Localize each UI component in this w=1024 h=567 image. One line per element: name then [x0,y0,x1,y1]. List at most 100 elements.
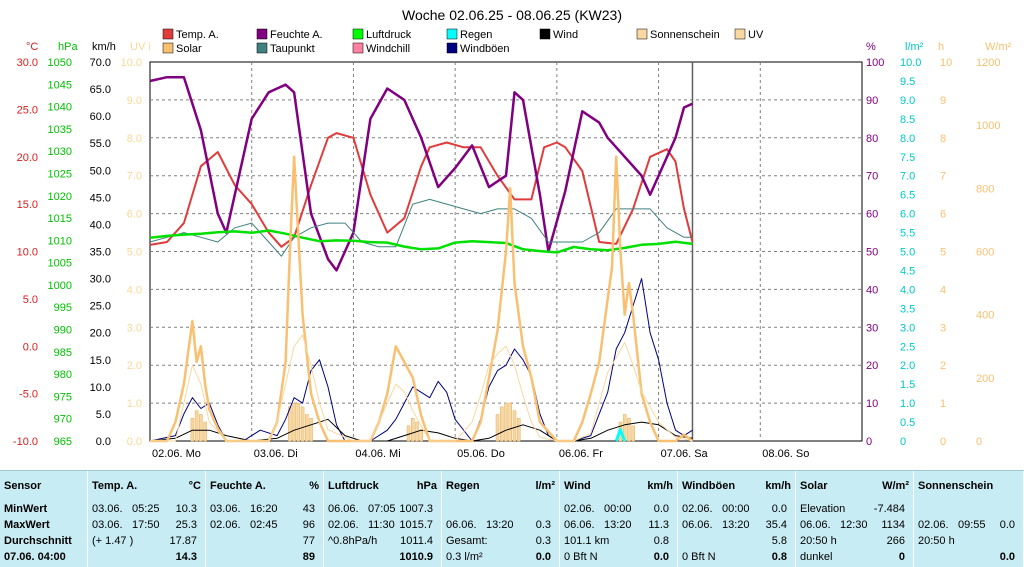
stats-panel: Sensor MinWert MaxWert Durchschnitt 07.06. 0… [0,470,1024,567]
axis-tick-temp: 25.0 [17,104,38,116]
axis-tick-wm2: 1000 [976,120,1000,132]
series-line [149,132,694,248]
axis-tick-pct: 90 [866,95,878,107]
axis-tick-pct: 100 [866,57,884,69]
axis-unit-temp: °C [26,41,38,53]
stats-column: Sensor MinWert MaxWert Durchschnitt 07.06. 0… [0,471,88,567]
stats-header: Feuchte A.% [210,471,319,501]
series-line [149,198,693,257]
stats-cell-value: 0.0 [653,551,669,563]
axis-tick-kmh: 70.0 [90,57,111,69]
stats-unit: l/m² [535,480,555,492]
stats-title: Temp. A. [92,480,138,492]
stats-row: 06.06. 13:20 0.3 [446,517,555,533]
stats-row: 02.06. 00:00 0.0 [682,501,791,517]
axis-tick-kmh: 15.0 [90,355,111,367]
stats-header: Temp. A. °C [92,471,201,501]
axis-tick-rain: 6.5 [900,190,915,202]
axis-tick-pct: 70 [866,171,878,183]
axis-tick-rain: 7.0 [900,171,915,183]
stats-cell-label: MaxWert [4,519,50,531]
x-tick-label: 03.06. Di [254,448,298,460]
axis-tick-h: 7 [940,171,946,183]
stats-title: Luftdruck [328,480,379,492]
axis-tick-kmh: 5.0 [96,409,111,421]
sunshine-bar [300,406,305,442]
axis-tick-rain: 0 [900,436,906,448]
sunshine-bar [288,406,292,442]
stats-cell-time: 13:20 [722,519,750,531]
stats-unit: % [309,480,319,492]
stats-column: Feuchte A.% 03.06. 16:20 43 02.06. 02:45 96 77 8… [206,471,324,567]
stats-cell-time: 12:30 [840,519,868,531]
axis-tick-temp: 30.0 [17,57,38,69]
stats-title: Wind [564,480,591,492]
stats-cell-value: 14.3 [175,551,197,563]
axis-tick-kmh: 30.0 [90,274,111,286]
stats-cell-value: 1007.3 [399,503,433,515]
x-tick-label: 07.06. Sa [661,448,709,460]
stats-row: 14.3 [92,549,201,565]
stats-cell-value: 10.3 [175,503,197,515]
sunshine-bar [292,402,296,442]
stats-cell-time: 11:30 [368,519,395,531]
stats-column: Windböen km/h 02.06. 00:00 0.0 06.06. 13:20 35.… [678,471,796,567]
stats-cell-value: 0.3 [535,519,551,531]
axis-tick-uv: 3.0 [127,322,142,334]
axis-tick-uv: 7.0 [127,171,142,183]
stats-cell-label: 101.1 km [564,535,610,547]
stats-row: 20:50 h [918,533,1019,549]
series-line [149,75,694,272]
stats-cell-label: 0 Bft N [564,551,598,563]
stats-cell-time: 00:00 [604,503,632,515]
axis-tick-rain: 8.0 [900,133,915,145]
stats-title: Feuchte A. [210,480,266,492]
axis-tick-uv: 4.0 [127,284,142,296]
axis-tick-uv: 6.0 [127,209,142,221]
axis-tick-pct: 60 [866,209,878,221]
legend-label: Wind [553,29,578,41]
stats-cell-time: 07:05 [368,503,396,515]
stats-cell-time: 00:00 [722,503,750,515]
sunshine-bar [190,418,195,442]
stats-title: Sensor [4,480,42,492]
stats-cell-value: 0.8 [653,535,669,547]
axis-tick-uv: 0.0 [127,436,142,448]
sunshine-bar [199,414,203,442]
axis-tick-rain: 4.0 [900,284,915,296]
axis-unit-h: h [938,41,944,53]
axis-tick-rain: 2.0 [900,360,915,372]
legend-label: Windchill [366,43,410,55]
axis-tick-uv: 1.0 [127,398,142,410]
stats-cell-label: 06.06. [682,519,713,531]
axis-tick-kmh: 65.0 [90,84,111,96]
stats-cell-value: 266 [886,535,905,547]
series-line [150,155,694,443]
axis-tick-hpa: 1040 [48,102,72,114]
sunshine-bar [203,421,207,442]
axis-tick-wm2: 0 [976,436,982,448]
axis-tick-hpa: 965 [54,436,72,448]
stats-cell-label: (+ 1.47 ) [92,535,134,547]
stats-cell-label: 06.06. [800,519,831,531]
legend-label: Feuchte A. [270,29,323,41]
stats-cell-time: 16:20 [250,503,278,515]
axis-tick-temp: 0.0 [23,341,38,353]
sunshine-bar [411,418,415,442]
stats-row: 0 Bft N 0.0 [564,549,673,565]
axis-tick-temp: -5.0 [19,389,38,401]
axis-tick-pct: 10 [866,398,878,410]
legend-label: Regen [460,29,492,41]
axis-tick-h: 4 [940,284,946,296]
stats-cell-label: 02.06. [564,503,595,515]
axis-tick-hpa: 995 [54,302,72,314]
stats-cell-label: 02.06. [682,503,713,515]
stats-cell-value: -7.484 [873,503,905,515]
legend-label: UV [748,29,764,41]
axis-tick-temp: 15.0 [17,199,38,211]
stats-title: Regen [446,480,480,492]
axis-tick-pct: 30 [866,322,878,334]
stats-cell-label: dunkel [800,551,833,563]
legend-swatch [539,28,551,40]
stats-row: Durchschnitt [4,533,83,549]
